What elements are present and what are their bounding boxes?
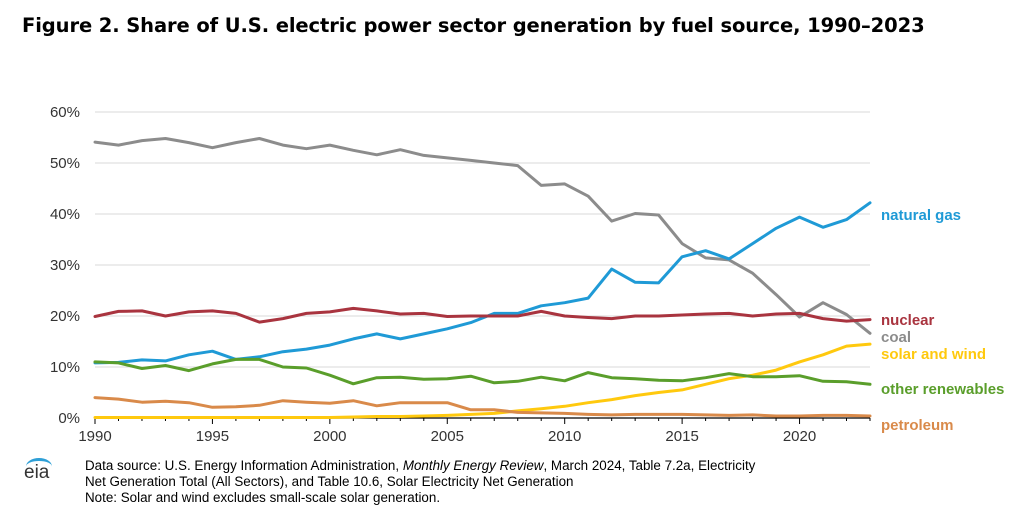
series-label-natural-gas: natural gas [881,207,961,224]
y-axis-tick-labels: 0% 10% 20% 30% 40% 50% 60% [50,104,80,427]
source-note: Data source: U.S. Energy Information Adm… [85,458,755,506]
note-line: Note: Solar and wind excludes small-scal… [85,490,441,505]
eia-logo: eia [24,458,52,484]
x-axis: 1990 1995 2000 2005 2010 2015 2020 [78,417,871,445]
source-line-2: Net Generation Total (All Sectors), and … [85,474,574,489]
x-tick-label: 1990 [78,428,111,445]
source-publication: Monthly Energy Review [402,458,544,473]
x-tick-label: 1995 [196,428,229,445]
series-label-coal: coal [881,329,911,346]
y-tick-label: 40% [50,206,80,223]
eia-logo-arc-icon [26,458,52,475]
series-line-petroleum [93,396,872,418]
y-tick-label: 30% [50,257,80,274]
series-line-other-renewables [93,357,872,386]
series-line-solar-and-wind [93,342,872,419]
source-suffix: , March 2024, Table 7.2a, Electricity [543,458,756,473]
page-title: Figure 2. Share of U.S. electric power s… [22,14,925,37]
x-tick-label: 2005 [431,428,464,445]
x-tick-label: 2000 [313,428,346,445]
series-line-natural-gas [93,201,872,365]
series-label-petroleum: petroleum [881,417,954,434]
y-tick-label: 50% [50,155,80,172]
series-label-nuclear: nuclear [881,312,935,329]
series-labels: coal natural gas nuclear solar and wind othe… [881,207,1004,434]
source-prefix: Data source: U.S. Energy Information Adm… [85,458,403,473]
y-tick-label: 20% [50,308,80,325]
series-label-other-renewables: other renewables [881,381,1004,398]
x-tick-label: 2015 [665,428,698,445]
x-tick-label: 2020 [783,428,816,445]
chart-gridlines [95,111,870,368]
x-tick-label: 2010 [548,428,581,445]
series-line-coal [93,137,872,335]
series-label-solar-and-wind: solar and wind [881,346,986,363]
chart-series-lines [93,137,872,419]
source-line-1: Data source: U.S. Energy Information Adm… [85,458,755,474]
y-tick-label: 60% [50,104,80,121]
series-line-nuclear [93,306,872,324]
y-tick-label: 10% [50,359,80,376]
y-tick-label: 0% [58,410,80,427]
